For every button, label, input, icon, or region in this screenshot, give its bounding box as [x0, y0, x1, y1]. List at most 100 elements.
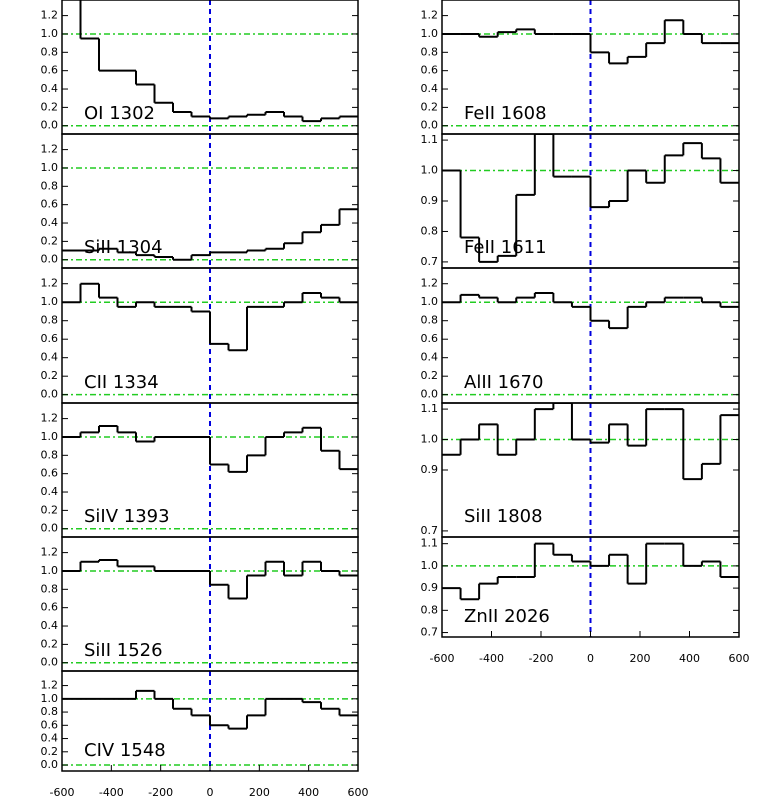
y-tick-label: 0.8 [41, 582, 59, 595]
x-tick-label: 0 [587, 652, 594, 665]
line-label: SiII 1304 [84, 237, 163, 258]
y-tick-label: 0.9 [421, 194, 439, 207]
y-tick-label: 0.2 [41, 503, 59, 516]
y-tick-label: 1.0 [41, 430, 59, 443]
y-tick-label: 0.8 [41, 45, 59, 58]
panel [442, 134, 739, 268]
y-tick-label: 0.0 [41, 388, 59, 401]
y-tick-label: 0.0 [41, 656, 59, 669]
y-tick-label: 0.4 [41, 619, 59, 632]
y-tick-label: 1.0 [41, 564, 59, 577]
y-tick-label: 1.2 [41, 9, 59, 22]
y-tick-label: 0.4 [41, 82, 59, 95]
panel [442, 537, 739, 637]
y-tick-label: 0.7 [421, 524, 439, 537]
y-tick-label: 1.0 [421, 559, 439, 572]
y-tick-label: 0.8 [41, 448, 59, 461]
y-tick-label: 0.6 [41, 332, 59, 345]
y-tick-label: 1.0 [421, 27, 439, 40]
y-tick-label: 0.2 [41, 234, 59, 247]
y-tick-label: 1.1 [421, 537, 439, 550]
y-tick-label: 1.2 [421, 9, 439, 22]
y-tick-label: 0.4 [41, 216, 59, 229]
y-tick-label: 0.2 [41, 369, 59, 382]
y-tick-label: 0.0 [421, 119, 439, 132]
line-label: CII 1334 [84, 372, 159, 393]
y-tick-label: 0.6 [421, 64, 439, 77]
line-label: FeII 1611 [464, 237, 547, 258]
y-tick-label: 1.2 [41, 412, 59, 425]
y-tick-label: 1.2 [41, 679, 59, 692]
y-tick-label: 1.0 [41, 161, 59, 174]
y-tick-label: 1.0 [41, 27, 59, 40]
x-tick-label: 400 [679, 652, 700, 665]
line-label: FeII 1608 [464, 103, 547, 124]
y-tick-label: 0.6 [41, 64, 59, 77]
y-tick-label: 0.6 [421, 332, 439, 345]
x-tick-label: 0 [207, 786, 214, 799]
y-tick-label: 0.2 [41, 100, 59, 113]
y-tick-label: 1.1 [421, 402, 439, 415]
y-tick-label: 0.4 [41, 485, 59, 498]
line-label: OI 1302 [84, 103, 155, 124]
x-tick-label: -200 [148, 786, 173, 799]
panel [62, 0, 358, 134]
y-tick-label: 0.0 [41, 119, 59, 132]
y-tick-label: 1.0 [41, 295, 59, 308]
line-label: SiII 1808 [464, 506, 543, 527]
x-tick-label: 200 [630, 652, 651, 665]
y-tick-label: 0.0 [41, 758, 59, 771]
y-tick-label: 0.8 [41, 314, 59, 327]
y-tick-label: 0.4 [421, 351, 439, 364]
panel [62, 134, 358, 268]
y-tick-label: 1.0 [421, 433, 439, 446]
line-label: ZnII 2026 [464, 606, 550, 627]
x-tick-label: -600 [430, 652, 455, 665]
y-tick-label: 0.4 [41, 351, 59, 364]
y-tick-label: 0.8 [421, 314, 439, 327]
y-tick-label: 0.7 [421, 255, 439, 268]
y-tick-label: 1.0 [41, 692, 59, 705]
y-tick-label: 1.0 [421, 164, 439, 177]
y-tick-label: 0.8 [41, 179, 59, 192]
y-tick-label: 0.6 [41, 467, 59, 480]
y-tick-label: 1.2 [421, 277, 439, 290]
y-tick-label: 0.4 [421, 82, 439, 95]
x-tick-label: -600 [50, 786, 75, 799]
x-tick-label: 400 [298, 786, 319, 799]
x-tick-label: -200 [529, 652, 554, 665]
y-tick-label: 0.4 [41, 732, 59, 745]
panel [442, 403, 739, 537]
y-tick-label: 1.0 [421, 295, 439, 308]
y-tick-label: 0.9 [421, 581, 439, 594]
panel [62, 403, 358, 537]
y-tick-label: 1.2 [41, 143, 59, 156]
y-tick-label: 0.8 [421, 224, 439, 237]
y-tick-label: 0.6 [41, 198, 59, 211]
y-tick-label: 0.2 [41, 745, 59, 758]
y-tick-label: 0.8 [41, 705, 59, 718]
x-tick-label: 600 [348, 786, 369, 799]
y-tick-label: 0.9 [421, 463, 439, 476]
x-tick-label: 200 [249, 786, 270, 799]
line-label: CIV 1548 [84, 740, 166, 761]
y-tick-label: 1.1 [421, 133, 439, 146]
y-tick-label: 0.2 [421, 369, 439, 382]
y-tick-label: 0.2 [421, 100, 439, 113]
y-tick-label: 0.0 [41, 253, 59, 266]
y-tick-label: 0.0 [41, 522, 59, 535]
y-tick-label: 0.2 [41, 637, 59, 650]
panel [62, 268, 358, 403]
y-tick-label: 1.2 [41, 546, 59, 559]
line-label: AlII 1670 [464, 372, 543, 393]
x-tick-label: 600 [729, 652, 750, 665]
y-tick-label: 0.6 [41, 601, 59, 614]
y-tick-label: 0.7 [421, 626, 439, 639]
line-label: SiII 1526 [84, 640, 163, 661]
panel [62, 671, 358, 771]
y-tick-label: 0.8 [421, 45, 439, 58]
y-tick-label: 1.2 [41, 277, 59, 290]
panel [442, 268, 739, 403]
line-label: SiIV 1393 [84, 506, 170, 527]
